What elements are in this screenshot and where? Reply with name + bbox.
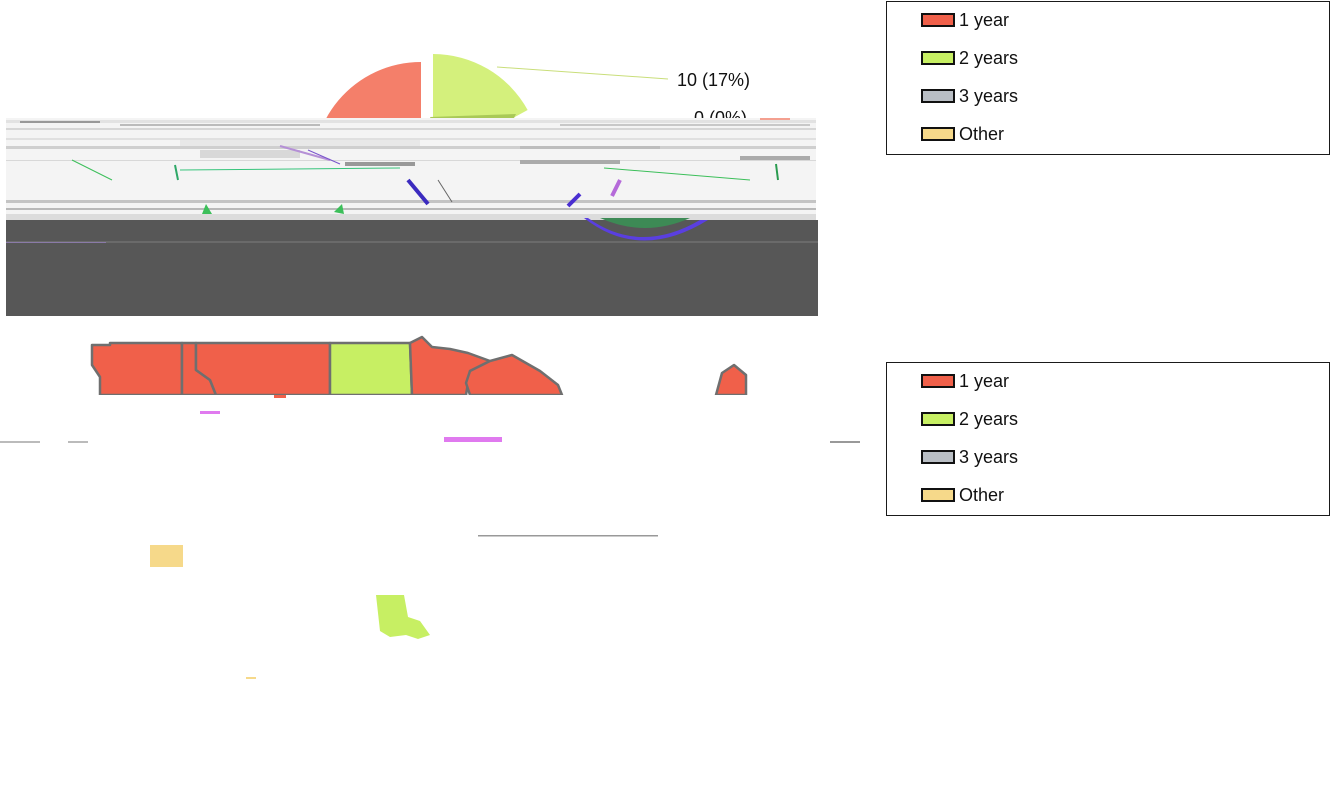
render-artifact-arc-inner (600, 218, 690, 228)
map-state-maine[interactable] (714, 363, 748, 397)
legend-item-2-years[interactable]: 2 years (887, 40, 1329, 78)
map-state-washington[interactable] (90, 341, 184, 397)
legend-item-2-years[interactable]: 2 years (887, 401, 1329, 439)
map-state-montana[interactable] (194, 341, 332, 397)
legend-swatch-3-years (921, 89, 955, 103)
render-artifact-dark-block (6, 220, 818, 316)
legend-label: 3 years (959, 447, 1019, 467)
pie-data-label-3-years: 0 (0%) (694, 108, 747, 128)
map-region-other[interactable] (150, 545, 183, 567)
render-artifact-arc (584, 218, 708, 241)
legend-item-3-years[interactable]: 3 years (887, 78, 1329, 116)
legend-swatch-3-years (921, 450, 955, 464)
map-clip-band (0, 395, 860, 795)
legend-label: 2 years (959, 409, 1019, 429)
legend-label: Other (959, 485, 1005, 505)
map-state-north-dakota[interactable] (328, 341, 414, 397)
legend-swatch-other (921, 127, 955, 141)
legend-item-1-year[interactable]: 1 year (887, 2, 1329, 40)
map-artifact-pink-bar (444, 437, 502, 442)
legend-bottom: 1 year 2 years 3 years Other (886, 362, 1330, 516)
legend-label: 1 year (959, 10, 1010, 30)
render-artifact-band (6, 118, 816, 220)
map-artifact-line-mid (68, 441, 88, 443)
legend-item-other[interactable]: Other (887, 116, 1329, 154)
map-artifact-pink-mark (200, 411, 220, 414)
map-artifact-mark (274, 395, 286, 398)
us-map (0, 335, 860, 795)
map-artifact-line-left (0, 441, 40, 443)
legend-item-1-year[interactable]: 1 year (887, 363, 1329, 401)
map-state-louisiana[interactable] (376, 595, 430, 639)
legend-swatch-2-years (921, 51, 955, 65)
legend-label: 2 years (959, 48, 1019, 68)
legend-item-3-years[interactable]: 3 years (887, 439, 1329, 477)
legend-item-other[interactable]: Other (887, 477, 1329, 515)
map-artifact-line-gray (478, 535, 658, 537)
pie-chart: 10 (17%) 0 (0%) (6, 54, 818, 316)
legend-swatch-1-year (921, 374, 955, 388)
legend-label: 3 years (959, 86, 1019, 106)
legend-swatch-2-years (921, 412, 955, 426)
legend-swatch-1-year (921, 13, 955, 27)
map-artifact-dot (246, 677, 256, 679)
map-artifact-line-right (830, 441, 860, 443)
render-artifact-line (6, 241, 818, 243)
legend-label: Other (959, 124, 1005, 144)
pie-data-label-2-years: 10 (17%) (677, 70, 750, 90)
legend-top: 1 year 2 years 3 years Other (886, 1, 1330, 155)
render-artifact-streak (6, 242, 106, 243)
legend-swatch-other (921, 488, 955, 502)
pie-leader-line-2-years (496, 66, 669, 80)
legend-label: 1 year (959, 371, 1010, 391)
